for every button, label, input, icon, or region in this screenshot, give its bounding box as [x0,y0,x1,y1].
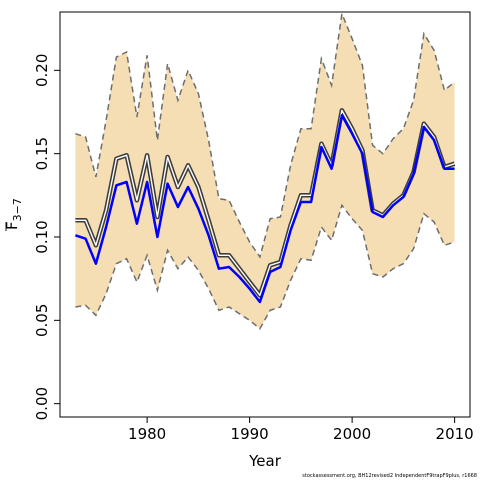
y-tick-label-1: 0.05 [33,304,51,337]
x-tick-label-1990: 1990 [231,425,269,443]
series-lines [75,108,456,304]
y-tick-label-0: 0.00 [33,387,51,420]
svg-text:0.10: 0.10 [33,220,51,253]
x-axis: 1980 1990 2000 2010 [128,417,474,443]
band-fill [75,13,455,329]
svg-text:0.20: 0.20 [33,54,51,87]
footnote: stockassessment.org, BH12revised2 Indepe… [302,473,477,479]
band-lower-edge [75,203,455,330]
band-upper-edge [75,10,456,259]
svg-text:F3−7: F3−7 [3,198,24,230]
y-axis-title: F3−7 [3,198,24,231]
plot-frame [59,11,471,418]
y-tick-label-2: 0.10 [33,220,51,253]
y-axis-title-subscript: 3−7 [11,198,24,221]
x-tick-label-2000: 2000 [333,425,371,443]
y-tick-label-3: 0.15 [33,137,51,170]
y-axis-title-main: F [3,221,21,230]
x-tick-label-1980: 1980 [128,425,166,443]
confidence-band [75,10,456,330]
x-tick-label-2010: 2010 [436,425,474,443]
series-1-line [75,114,455,304]
x-axis-title: Year [248,452,282,470]
y-axis: 0.00 0.05 0.10 0.15 0.20 [33,54,60,420]
svg-text:0.15: 0.15 [33,137,51,170]
y-tick-label-4: 0.20 [33,54,51,87]
svg-text:0.05: 0.05 [33,304,51,337]
svg-text:0.00: 0.00 [33,387,51,420]
